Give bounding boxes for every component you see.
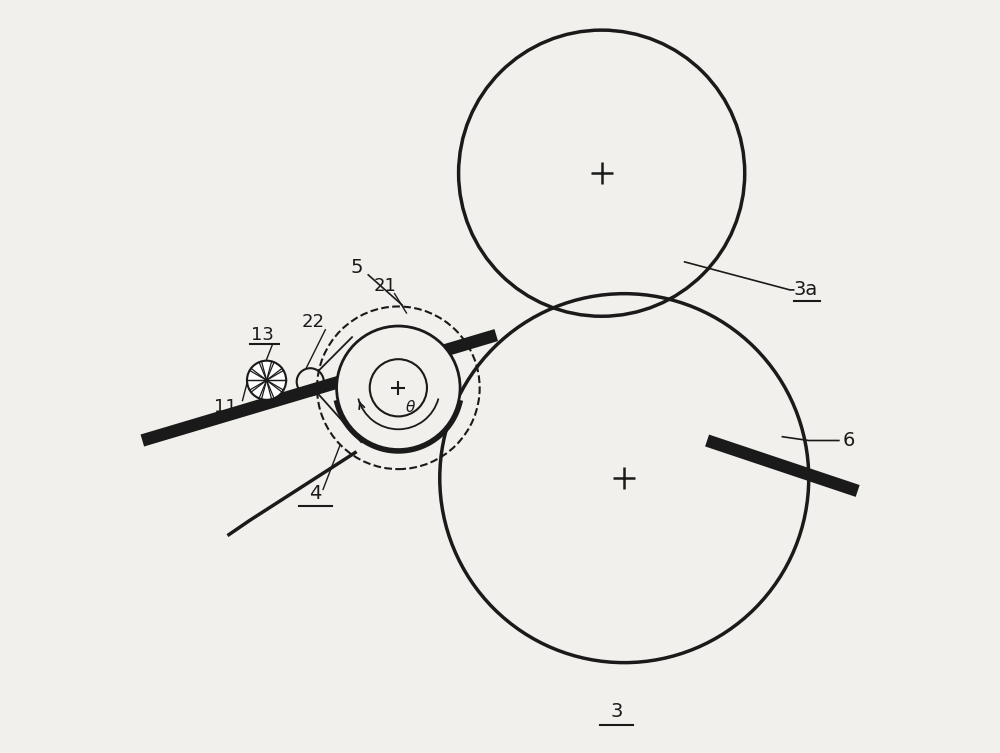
- Text: 3: 3: [611, 702, 623, 721]
- Text: θ: θ: [406, 400, 415, 415]
- Text: 13: 13: [251, 326, 274, 344]
- Circle shape: [247, 361, 286, 400]
- Circle shape: [337, 326, 460, 450]
- Text: 21: 21: [374, 277, 397, 295]
- Text: 3a: 3a: [794, 280, 818, 300]
- Text: 4: 4: [309, 483, 322, 503]
- Text: 5: 5: [351, 258, 363, 277]
- Circle shape: [370, 359, 427, 416]
- Text: 11: 11: [214, 398, 237, 416]
- Text: 22: 22: [302, 313, 325, 331]
- Text: 6: 6: [843, 431, 855, 450]
